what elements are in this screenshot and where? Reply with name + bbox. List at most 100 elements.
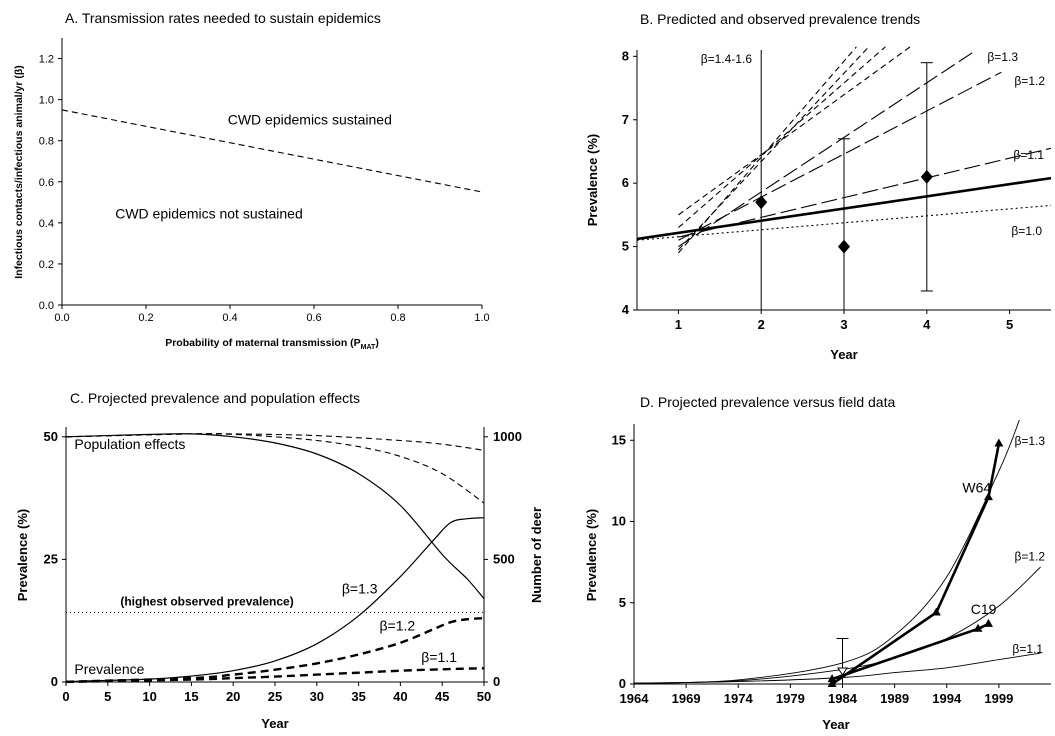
panel-c-population-effects: C. Projected prevalence and population e…: [15, 390, 544, 731]
panel-a-x-tick-label: 1.0: [474, 312, 489, 324]
panel-b-y-tick-label: 8: [622, 48, 629, 63]
panel-d-series-group: [634, 420, 1041, 684]
panel-c-annotation: β=1.3: [342, 581, 378, 597]
panel-b-prevalence-trends: B. Predicted and observed prevalence tre…: [585, 11, 1052, 362]
panel-c-y2-tick-label: 1000: [493, 429, 522, 444]
panel-c-population-line: [65, 433, 485, 599]
panel-c-y-tick-label: 50: [44, 429, 58, 444]
panel-d-x-tick-label: 1994: [932, 691, 962, 706]
panel-c-y2-axis-title: Number of deer: [529, 507, 544, 603]
panel-d-y-tick-label: 0: [619, 676, 626, 691]
panel-c-x-tick-label: 45: [435, 689, 449, 704]
panel-a-y-tick-label: 1.2: [39, 54, 54, 66]
panel-d-triangle-marker: [973, 623, 983, 632]
panel-b-series-label: β=1.2: [1014, 74, 1045, 88]
panel-b-series--1-4-1-6: [678, 46, 911, 216]
panel-d-x-tick-label: 1964: [620, 691, 650, 706]
panel-d-x-tick-label: 1984: [828, 691, 858, 706]
panel-d-series-label: β=1.3: [1015, 434, 1046, 448]
panel-a-x-tick-label: 0.4: [222, 312, 237, 324]
panel-b-title: B. Predicted and observed prevalence tre…: [640, 11, 920, 27]
panel-d-x-tick-label: 1979: [776, 691, 805, 706]
panel-d-x-tick-label: 1969: [672, 691, 701, 706]
panel-b-series-line: [677, 46, 870, 251]
panel-a-y-tick-label: 0.6: [39, 177, 54, 189]
panel-a-y-tick-label: 0.4: [39, 218, 54, 230]
panel-b-x-tick-label: 4: [923, 317, 931, 332]
panel-c-population-line: [65, 433, 485, 451]
panel-c-y2-tick-label: 500: [493, 551, 515, 566]
panel-b-x-tick-label: 2: [758, 317, 765, 332]
panel-b-series-line: [677, 46, 857, 254]
panel-d-x-tick-label: 1989: [880, 691, 909, 706]
panel-b-observed-diamond: [838, 239, 850, 254]
panel-d-y-axis-title: Prevalence (%): [584, 509, 599, 602]
panel-b-series-line: [678, 46, 886, 229]
panel-a-x-axis-title-subscript: MAT: [361, 344, 376, 351]
panel-b-x-axis-title: Year: [830, 347, 857, 362]
panel-d-series-label: C19: [971, 601, 997, 617]
panel-c-x-tick-label: 40: [393, 689, 407, 704]
panel-b-x-tick-label: 1: [675, 317, 682, 332]
panel-c-annotation: Population effects: [74, 436, 185, 452]
panel-d-series--1-1: [634, 652, 1041, 684]
panel-c-annotation: Prevalence: [74, 661, 144, 677]
panel-c-x-tick-label: 0: [62, 689, 69, 704]
panel-a-y-tick-label: 1.0: [39, 95, 54, 107]
panel-c-x-tick-label: 50: [477, 689, 491, 704]
panel-a-y-tick-label: 0.0: [39, 300, 54, 312]
panel-c-y2-tick-label: 0: [493, 674, 500, 689]
panel-b-y-tick-label: 4: [622, 302, 630, 317]
panel-c-series--1-2: [65, 617, 485, 683]
panel-d-y-tick-label: 5: [619, 595, 626, 610]
panel-c-y-axis-title: Prevalence (%): [15, 509, 30, 602]
panel-d-series-label: W64: [962, 479, 991, 495]
panel-d-y-tick-label: 15: [612, 432, 626, 447]
panel-a-x-tick-label: 0.6: [306, 312, 321, 324]
panel-c-x-axis-title: Year: [261, 716, 288, 731]
panel-c-annotation: β=1.2: [380, 618, 416, 634]
panel-b-series--1-2: [678, 71, 1002, 241]
panel-c-y-tick-label: 25: [44, 551, 58, 566]
panel-b-x-tick-label: 5: [1006, 317, 1013, 332]
panel-a-y-tick-label: 0.8: [39, 136, 54, 148]
panel-a-annotation: CWD epidemics not sustained: [115, 206, 303, 222]
panel-c-y-tick-label: 0: [51, 674, 58, 689]
panel-a-threshold-line: [61, 109, 483, 193]
panel-a-x-axis-title-close: ): [375, 337, 379, 349]
panel-d-triangle-marker: [931, 607, 941, 616]
panel-d-series-label: β=1.2: [1015, 550, 1046, 564]
panel-d-series--1-2: [634, 566, 1041, 684]
panel-b-series-label: β=1.1: [1013, 148, 1044, 162]
panel-c-x-tick-label: 10: [142, 689, 156, 704]
panel-d-series-label: β=1.1: [1012, 642, 1043, 656]
panel-a-y-tick-label: 0.2: [39, 259, 54, 271]
panel-d-y-tick-label: 10: [612, 514, 626, 529]
panel-c-series--1-3: [65, 517, 485, 683]
panel-d-x-axis-title: Year: [822, 717, 849, 732]
panel-d-field-open-triangle: [837, 667, 848, 676]
panel-d-field-data: D. Projected prevalence versus field dat…: [584, 394, 1051, 732]
panel-a-x-tick-label: 0.0: [54, 312, 69, 324]
panel-d-triangle-marker: [994, 438, 1004, 447]
panel-d-title: D. Projected prevalence versus field dat…: [640, 394, 895, 410]
panel-b-y-axis-title: Prevalence (%): [585, 134, 600, 227]
panel-a-x-tick-label: 0.2: [138, 312, 153, 324]
panel-c-annotation: β=1.1: [421, 649, 457, 665]
panel-a-x-tick-label: 0.8: [390, 312, 405, 324]
panel-d-series-W64: [831, 443, 1001, 684]
panel-b-y-tick-label: 5: [622, 239, 629, 254]
panel-a-title: A. Transmission rates needed to sustain …: [65, 10, 381, 26]
panel-b-y-tick-label: 6: [622, 175, 629, 190]
panel-a-annotation: CWD epidemics sustained: [228, 111, 392, 127]
panel-c-x-tick-label: 25: [268, 689, 282, 704]
panel-d-triangle-marker: [983, 618, 993, 627]
panel-b-observed-diamond: [920, 169, 933, 184]
panel-b-observed-diamond: [755, 195, 768, 210]
panel-c-x-tick-label: 5: [104, 689, 111, 704]
panel-b-series--1-1: [678, 147, 1052, 238]
panel-d-triangle-marker: [827, 674, 837, 683]
panel-c-x-tick-label: 30: [310, 689, 324, 704]
panel-a-transmission-rates: A. Transmission rates needed to sustain …: [13, 10, 490, 351]
panel-d-x-tick-label: 1999: [984, 691, 1013, 706]
